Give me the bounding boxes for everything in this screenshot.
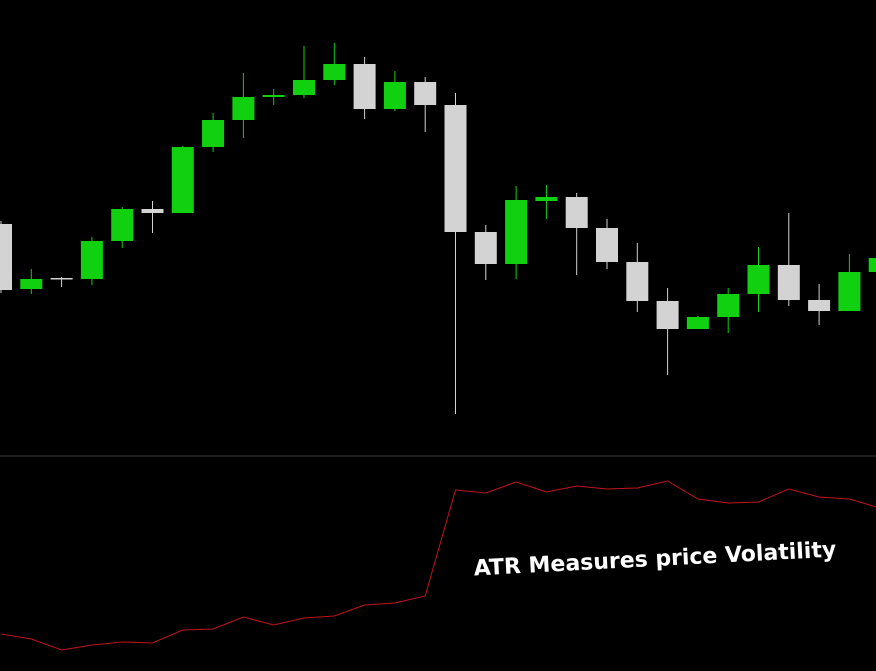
candle-body: [596, 228, 618, 262]
candle-body: [626, 262, 649, 301]
candle-body: [293, 80, 315, 95]
candle-body: [353, 64, 376, 109]
candle-body: [535, 197, 558, 201]
candle-body: [202, 120, 225, 147]
candle-body: [323, 64, 346, 80]
candle-body: [656, 301, 679, 329]
candle-body: [868, 258, 876, 272]
atr-line: [0, 480, 876, 651]
candle-body: [838, 272, 861, 311]
candle-body: [686, 317, 709, 329]
candle-body: [80, 241, 103, 279]
candle-body: [414, 82, 437, 105]
candle-body: [777, 265, 800, 300]
candle-body: [505, 200, 528, 264]
candle-body: [808, 300, 831, 311]
candle-body: [141, 209, 164, 213]
candle-body: [20, 279, 43, 289]
candle-body: [383, 82, 406, 109]
candle-body: [262, 95, 285, 97]
candle-body: [0, 224, 12, 290]
candle-body: [171, 147, 194, 213]
candle-body: [747, 265, 770, 294]
candle-body: [565, 197, 588, 228]
candle-body: [232, 97, 255, 120]
candle-body: [111, 209, 134, 241]
candle-body: [444, 105, 467, 232]
candle-body: [50, 278, 73, 280]
candle-body: [474, 232, 497, 264]
candle-body: [717, 294, 740, 317]
